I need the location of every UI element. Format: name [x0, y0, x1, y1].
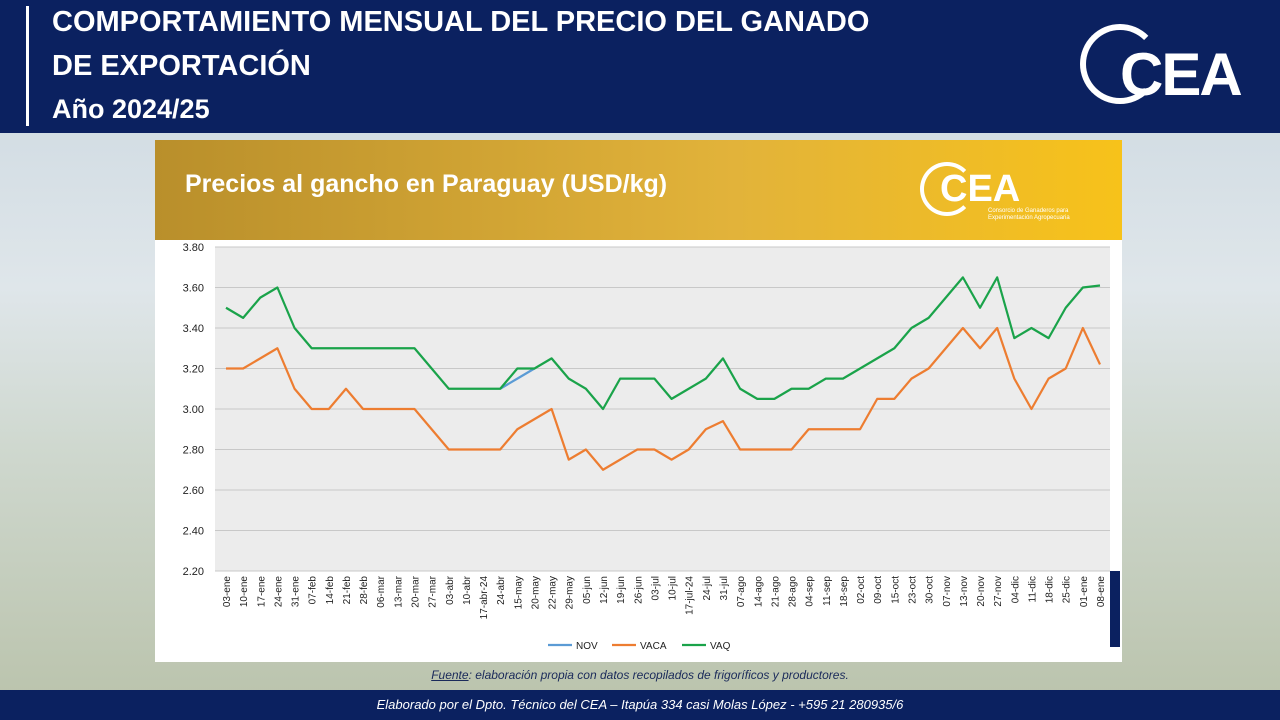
- x-tick-label: 04-dic: [1010, 576, 1021, 603]
- y-tick-label: 3.00: [183, 404, 204, 416]
- side-bar: [1110, 571, 1120, 647]
- x-tick-label: 18-sep: [839, 576, 850, 607]
- source-text: : elaboración propia con datos recopilad…: [468, 668, 849, 682]
- x-tick-label: 21-feb: [342, 576, 353, 605]
- footer: Elaborado por el Dpto. Técnico del CEA –…: [0, 690, 1280, 720]
- x-tick-label: 29-may: [565, 576, 576, 609]
- y-tick-label: 3.40: [183, 323, 204, 335]
- x-tick-label: 02-oct: [856, 576, 867, 604]
- x-tick-label: 18-dic: [1045, 576, 1056, 603]
- x-tick-label: 10-abr: [462, 575, 473, 605]
- x-tick-label: 17-jul-24: [685, 576, 696, 615]
- x-tick-label: 05-jun: [582, 576, 593, 604]
- y-tick-label: 2.80: [183, 445, 204, 457]
- y-tick-label: 3.20: [183, 364, 204, 376]
- chart-title: Precios al gancho en Paraguay (USD/kg): [185, 170, 668, 198]
- x-tick-label: 04-sep: [805, 576, 816, 607]
- x-tick-label: 24-ene: [273, 576, 284, 608]
- x-tick-label: 07-ago: [736, 576, 747, 608]
- x-tick-label: 24-jul: [702, 576, 713, 600]
- x-tick-label: 03-ene: [222, 576, 233, 608]
- x-tick-label: 23-oct: [907, 576, 918, 604]
- x-tick-label: 11-dic: [1027, 576, 1038, 603]
- x-tick-label: 14-feb: [325, 576, 336, 605]
- legend-label: VACA: [640, 641, 667, 652]
- x-tick-label: 01-ene: [1079, 576, 1090, 608]
- x-tick-label: 07-feb: [308, 576, 319, 605]
- x-tick-label: 17-abr-24: [479, 576, 490, 620]
- x-tick-label: 22-may: [548, 576, 559, 609]
- banner-logo: CEA Consorcio de Ganaderos para Experime…: [920, 160, 1100, 230]
- x-tick-label: 10-ene: [239, 576, 250, 608]
- x-tick-label: 30-oct: [925, 576, 936, 604]
- x-tick-label: 13-mar: [393, 575, 404, 607]
- x-tick-label: 31-jul: [719, 576, 730, 600]
- x-tick-label: 13-nov: [959, 576, 970, 607]
- x-tick-label: 27-nov: [993, 576, 1004, 607]
- source: Fuente: elaboración propia con datos rec…: [0, 668, 1280, 682]
- subtitle: Año 2024/25: [52, 94, 210, 124]
- x-tick-label: 20-may: [530, 576, 541, 609]
- header: COMPORTAMIENTO MENSUAL DEL PRECIO DEL GA…: [0, 0, 1280, 133]
- x-tick-label: 20-mar: [411, 575, 422, 607]
- x-tick-label: 08-ene: [1096, 576, 1107, 608]
- x-tick-label: 11-sep: [822, 576, 833, 606]
- legend-label: VAQ: [710, 641, 731, 652]
- logo-ring: [920, 162, 974, 216]
- title: DE EXPORTACIÓN: [52, 50, 311, 82]
- x-tick-label: 10-jul: [668, 576, 679, 600]
- logo-tagline: Consorcio de Ganaderos para Experimentac…: [988, 208, 1070, 221]
- x-tick-label: 14-ago: [753, 576, 764, 608]
- x-tick-label: 28-feb: [359, 576, 370, 605]
- y-tick-label: 2.40: [183, 526, 204, 538]
- x-tick-label: 27-mar: [428, 575, 439, 607]
- series-line: [499, 367, 536, 390]
- x-tick-label: 15-oct: [890, 576, 901, 604]
- y-tick-label: 3.60: [183, 283, 204, 295]
- x-tick-label: 17-ene: [256, 576, 267, 608]
- x-tick-label: 31-ene: [291, 576, 302, 608]
- source-label: Fuente: [431, 668, 469, 682]
- logo-text: CEA: [940, 168, 1021, 210]
- logo-text: CEA: [1120, 41, 1243, 108]
- logo: CEA: [1080, 22, 1250, 122]
- x-tick-label: 20-nov: [976, 576, 987, 607]
- x-tick-label: 09-oct: [873, 576, 884, 604]
- header-rule: [26, 6, 29, 126]
- series-line: [226, 326, 1101, 471]
- y-tick-label: 2.60: [183, 485, 204, 497]
- logo-ring: [1080, 24, 1160, 104]
- x-tick-label: 15-may: [513, 576, 524, 609]
- x-tick-label: 24-abr: [496, 575, 507, 605]
- x-tick-label: 03-abr: [445, 575, 456, 605]
- x-tick-label: 19-jun: [616, 576, 627, 604]
- y-tick-label: 3.80: [183, 242, 204, 254]
- y-tick-label: 2.20: [183, 566, 204, 578]
- x-tick-label: 28-ago: [788, 576, 799, 608]
- x-tick-label: 26-jun: [633, 576, 644, 604]
- x-tick-label: 03-jul: [650, 576, 661, 600]
- series-line: [225, 276, 1101, 411]
- chart-banner: Precios al gancho en Paraguay (USD/kg) C…: [155, 140, 1122, 240]
- x-tick-label: 06-mar: [376, 575, 387, 607]
- title: COMPORTAMIENTO MENSUAL DEL PRECIO DEL GA…: [52, 6, 870, 38]
- legend-label: NOV: [576, 641, 598, 652]
- x-tick-label: 25-dic: [1062, 576, 1073, 603]
- x-tick-label: 21-ago: [770, 576, 781, 608]
- x-tick-label: 12-jun: [599, 576, 610, 604]
- x-tick-label: 07-nov: [942, 576, 953, 607]
